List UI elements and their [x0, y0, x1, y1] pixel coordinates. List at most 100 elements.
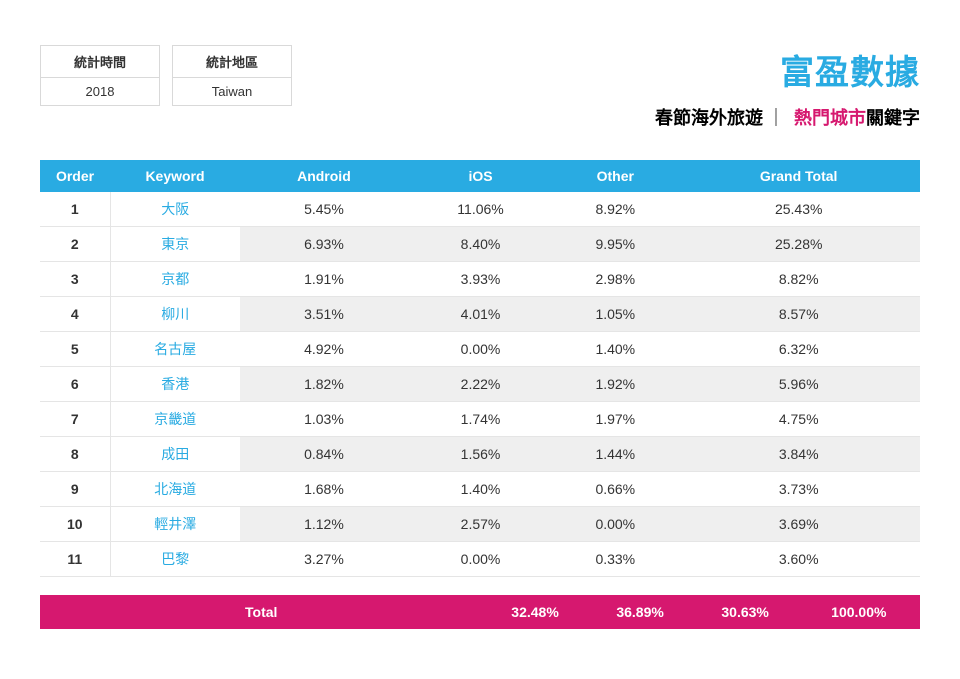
table-body: 1大阪5.45%11.06%8.92%25.43%2東京6.93%8.40%9.…: [40, 192, 920, 577]
totals-other: 30.63%: [693, 595, 798, 629]
ios-cell: 3.93%: [408, 262, 553, 297]
other-cell: 1.05%: [553, 297, 677, 332]
order-cell: 2: [40, 227, 110, 262]
keyword-cell: 大阪: [110, 192, 240, 227]
meta-time-box: 統計時間 2018: [40, 45, 160, 106]
meta-time-value: 2018: [41, 78, 159, 105]
keyword-cell: 東京: [110, 227, 240, 262]
totals-android: 32.48%: [483, 595, 588, 629]
total-cell: 3.60%: [677, 542, 920, 577]
keyword-cell: 京都: [110, 262, 240, 297]
table-row: 4柳川3.51%4.01%1.05%8.57%: [40, 297, 920, 332]
other-cell: 0.33%: [553, 542, 677, 577]
col-header-ios: iOS: [408, 160, 553, 192]
keyword-cell: 柳川: [110, 297, 240, 332]
brand-title: 富盈數據: [655, 45, 920, 94]
other-cell: 1.97%: [553, 402, 677, 437]
order-cell: 4: [40, 297, 110, 332]
data-table: OrderKeywordAndroidiOSOtherGrand Total 1…: [40, 160, 920, 577]
table-row: 9北海道1.68%1.40%0.66%3.73%: [40, 472, 920, 507]
table-row: 3京都1.91%3.93%2.98%8.82%: [40, 262, 920, 297]
ios-cell: 11.06%: [408, 192, 553, 227]
keyword-cell: 北海道: [110, 472, 240, 507]
other-cell: 2.98%: [553, 262, 677, 297]
meta-region-value: Taiwan: [173, 78, 291, 105]
android-cell: 1.68%: [240, 472, 408, 507]
table-row: 8成田0.84%1.56%1.44%3.84%: [40, 437, 920, 472]
keyword-cell: 巴黎: [110, 542, 240, 577]
table-header: OrderKeywordAndroidiOSOtherGrand Total: [40, 160, 920, 192]
keyword-cell: 輕井澤: [110, 507, 240, 542]
total-cell: 6.32%: [677, 332, 920, 367]
android-cell: 6.93%: [240, 227, 408, 262]
android-cell: 1.12%: [240, 507, 408, 542]
android-cell: 3.51%: [240, 297, 408, 332]
table-row: 6香港1.82%2.22%1.92%5.96%: [40, 367, 920, 402]
subtitle-separator: ｜: [767, 108, 785, 128]
ios-cell: 1.56%: [408, 437, 553, 472]
meta-time-label: 統計時間: [41, 46, 159, 78]
totals-total: 100.00%: [798, 595, 920, 629]
total-cell: 3.69%: [677, 507, 920, 542]
android-cell: 4.92%: [240, 332, 408, 367]
table-row: 1大阪5.45%11.06%8.92%25.43%: [40, 192, 920, 227]
android-cell: 1.03%: [240, 402, 408, 437]
ios-cell: 0.00%: [408, 542, 553, 577]
total-cell: 25.43%: [677, 192, 920, 227]
order-cell: 10: [40, 507, 110, 542]
ios-cell: 2.57%: [408, 507, 553, 542]
total-cell: 4.75%: [677, 402, 920, 437]
keyword-cell: 京畿道: [110, 402, 240, 437]
totals-ios: 36.89%: [588, 595, 693, 629]
order-cell: 1: [40, 192, 110, 227]
total-cell: 8.57%: [677, 297, 920, 332]
subtitle-prefix: 春節海外旅遊: [655, 108, 763, 128]
table-row: 7京畿道1.03%1.74%1.97%4.75%: [40, 402, 920, 437]
totals-label: Total: [40, 595, 483, 629]
table-row: 2東京6.93%8.40%9.95%25.28%: [40, 227, 920, 262]
table-row: 11巴黎3.27%0.00%0.33%3.60%: [40, 542, 920, 577]
android-cell: 3.27%: [240, 542, 408, 577]
keyword-cell: 香港: [110, 367, 240, 402]
ios-cell: 0.00%: [408, 332, 553, 367]
meta-region-label: 統計地區: [173, 46, 291, 78]
col-header-grand-total: Grand Total: [677, 160, 920, 192]
total-cell: 5.96%: [677, 367, 920, 402]
meta-region-box: 統計地區 Taiwan: [172, 45, 292, 106]
keyword-cell: 成田: [110, 437, 240, 472]
meta-boxes: 統計時間 2018 統計地區 Taiwan: [40, 45, 292, 106]
brand-block: 富盈數據 春節海外旅遊｜ 熱門城市關鍵字: [655, 45, 920, 130]
ios-cell: 8.40%: [408, 227, 553, 262]
other-cell: 9.95%: [553, 227, 677, 262]
order-cell: 7: [40, 402, 110, 437]
total-cell: 3.73%: [677, 472, 920, 507]
ios-cell: 2.22%: [408, 367, 553, 402]
total-cell: 3.84%: [677, 437, 920, 472]
col-header-other: Other: [553, 160, 677, 192]
other-cell: 0.66%: [553, 472, 677, 507]
total-cell: 8.82%: [677, 262, 920, 297]
ios-cell: 1.40%: [408, 472, 553, 507]
android-cell: 1.82%: [240, 367, 408, 402]
other-cell: 1.44%: [553, 437, 677, 472]
totals-row: Total32.48%36.89%30.63%100.00%: [40, 595, 920, 629]
order-cell: 8: [40, 437, 110, 472]
order-cell: 6: [40, 367, 110, 402]
other-cell: 1.92%: [553, 367, 677, 402]
subtitle-suffix: 關鍵字: [866, 108, 920, 128]
other-cell: 8.92%: [553, 192, 677, 227]
keyword-cell: 名古屋: [110, 332, 240, 367]
total-cell: 25.28%: [677, 227, 920, 262]
subtitle-highlight: 熱門城市: [794, 108, 866, 128]
ios-cell: 4.01%: [408, 297, 553, 332]
col-header-keyword: Keyword: [110, 160, 240, 192]
order-cell: 3: [40, 262, 110, 297]
subtitle: 春節海外旅遊｜ 熱門城市關鍵字: [655, 104, 920, 130]
other-cell: 1.40%: [553, 332, 677, 367]
android-cell: 5.45%: [240, 192, 408, 227]
order-cell: 5: [40, 332, 110, 367]
table-row: 10輕井澤1.12%2.57%0.00%3.69%: [40, 507, 920, 542]
header-row: 統計時間 2018 統計地區 Taiwan 富盈數據 春節海外旅遊｜ 熱門城市關…: [40, 45, 920, 130]
other-cell: 0.00%: [553, 507, 677, 542]
order-cell: 9: [40, 472, 110, 507]
